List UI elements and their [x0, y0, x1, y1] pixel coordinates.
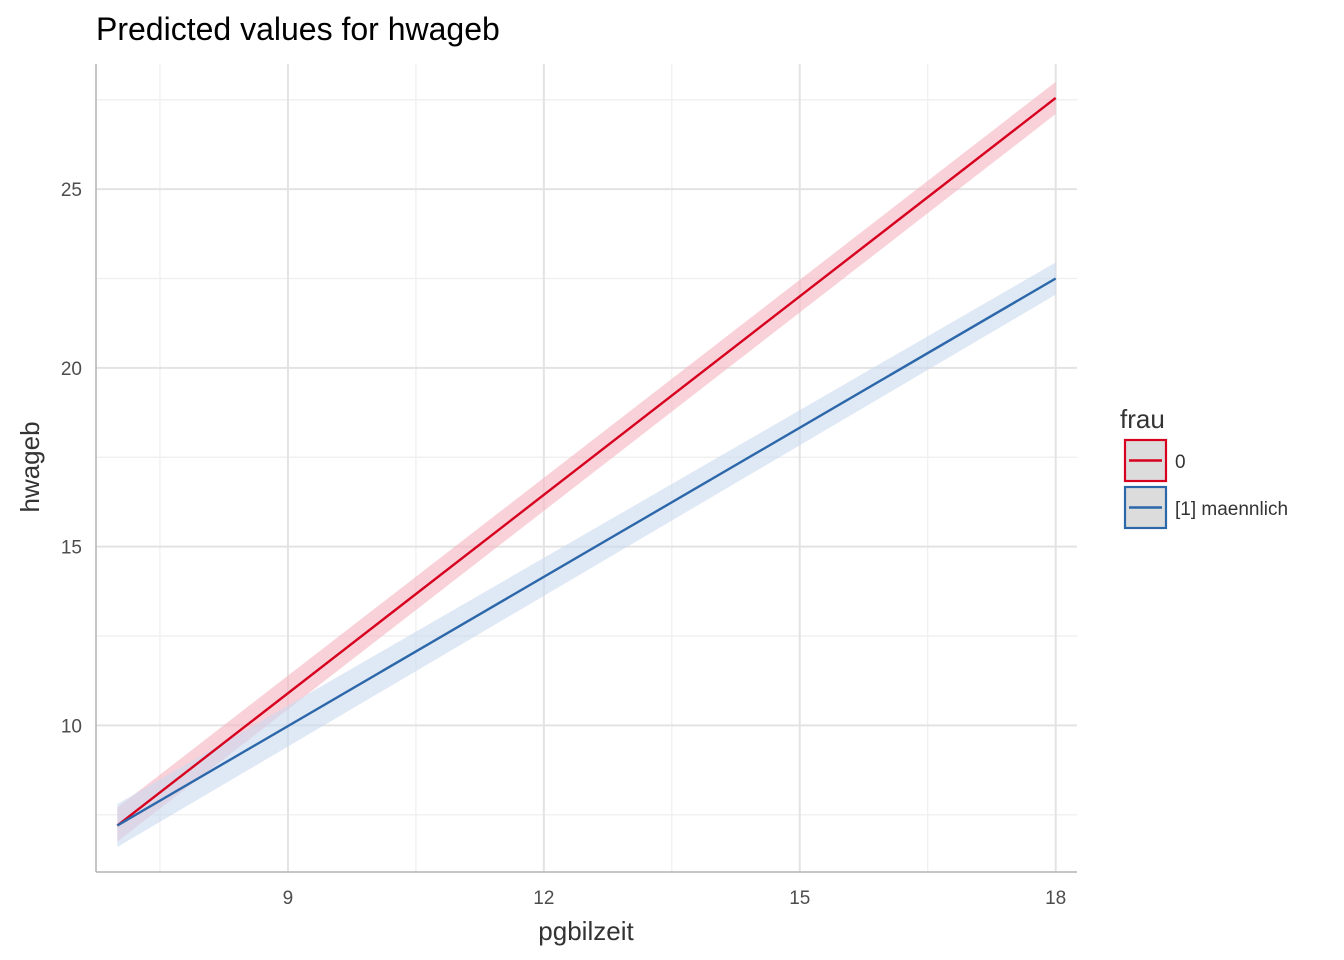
x-tick-label: 9	[283, 888, 294, 909]
grid	[96, 64, 1077, 872]
legend-entries: 0 [1] maennlich	[1123, 438, 1288, 530]
series-lines	[116, 97, 1057, 827]
y-tick-label: 25	[61, 180, 82, 201]
legend-label: [1] maennlich	[1175, 499, 1288, 520]
y-axis-title: hwageb	[15, 421, 45, 512]
tick-labels: 9 12 15 18 10 15 20 25	[61, 180, 1066, 909]
legend-entry: [1] maennlich	[1123, 485, 1288, 530]
legend-label: 0	[1175, 452, 1186, 473]
axes	[95, 64, 1077, 873]
legend-title: frau	[1120, 404, 1165, 434]
confidence-bands	[117, 81, 1056, 847]
y-tick-label: 20	[61, 359, 82, 380]
confidence-band-series-1	[117, 262, 1056, 847]
y-tick-label: 10	[61, 716, 82, 737]
x-tick-label: 12	[533, 888, 554, 909]
legend-entry: 0	[1123, 438, 1186, 483]
series-line-1	[116, 277, 1057, 827]
x-axis-title: pgbilzeit	[538, 916, 634, 946]
legend: frau 0 [1] maennlich	[1120, 404, 1288, 530]
series-line-0	[116, 97, 1057, 827]
y-tick-label: 15	[61, 538, 82, 559]
chart-title: Predicted values for hwageb	[96, 11, 500, 47]
x-tick-label: 15	[789, 888, 810, 909]
x-tick-label: 18	[1045, 888, 1066, 909]
